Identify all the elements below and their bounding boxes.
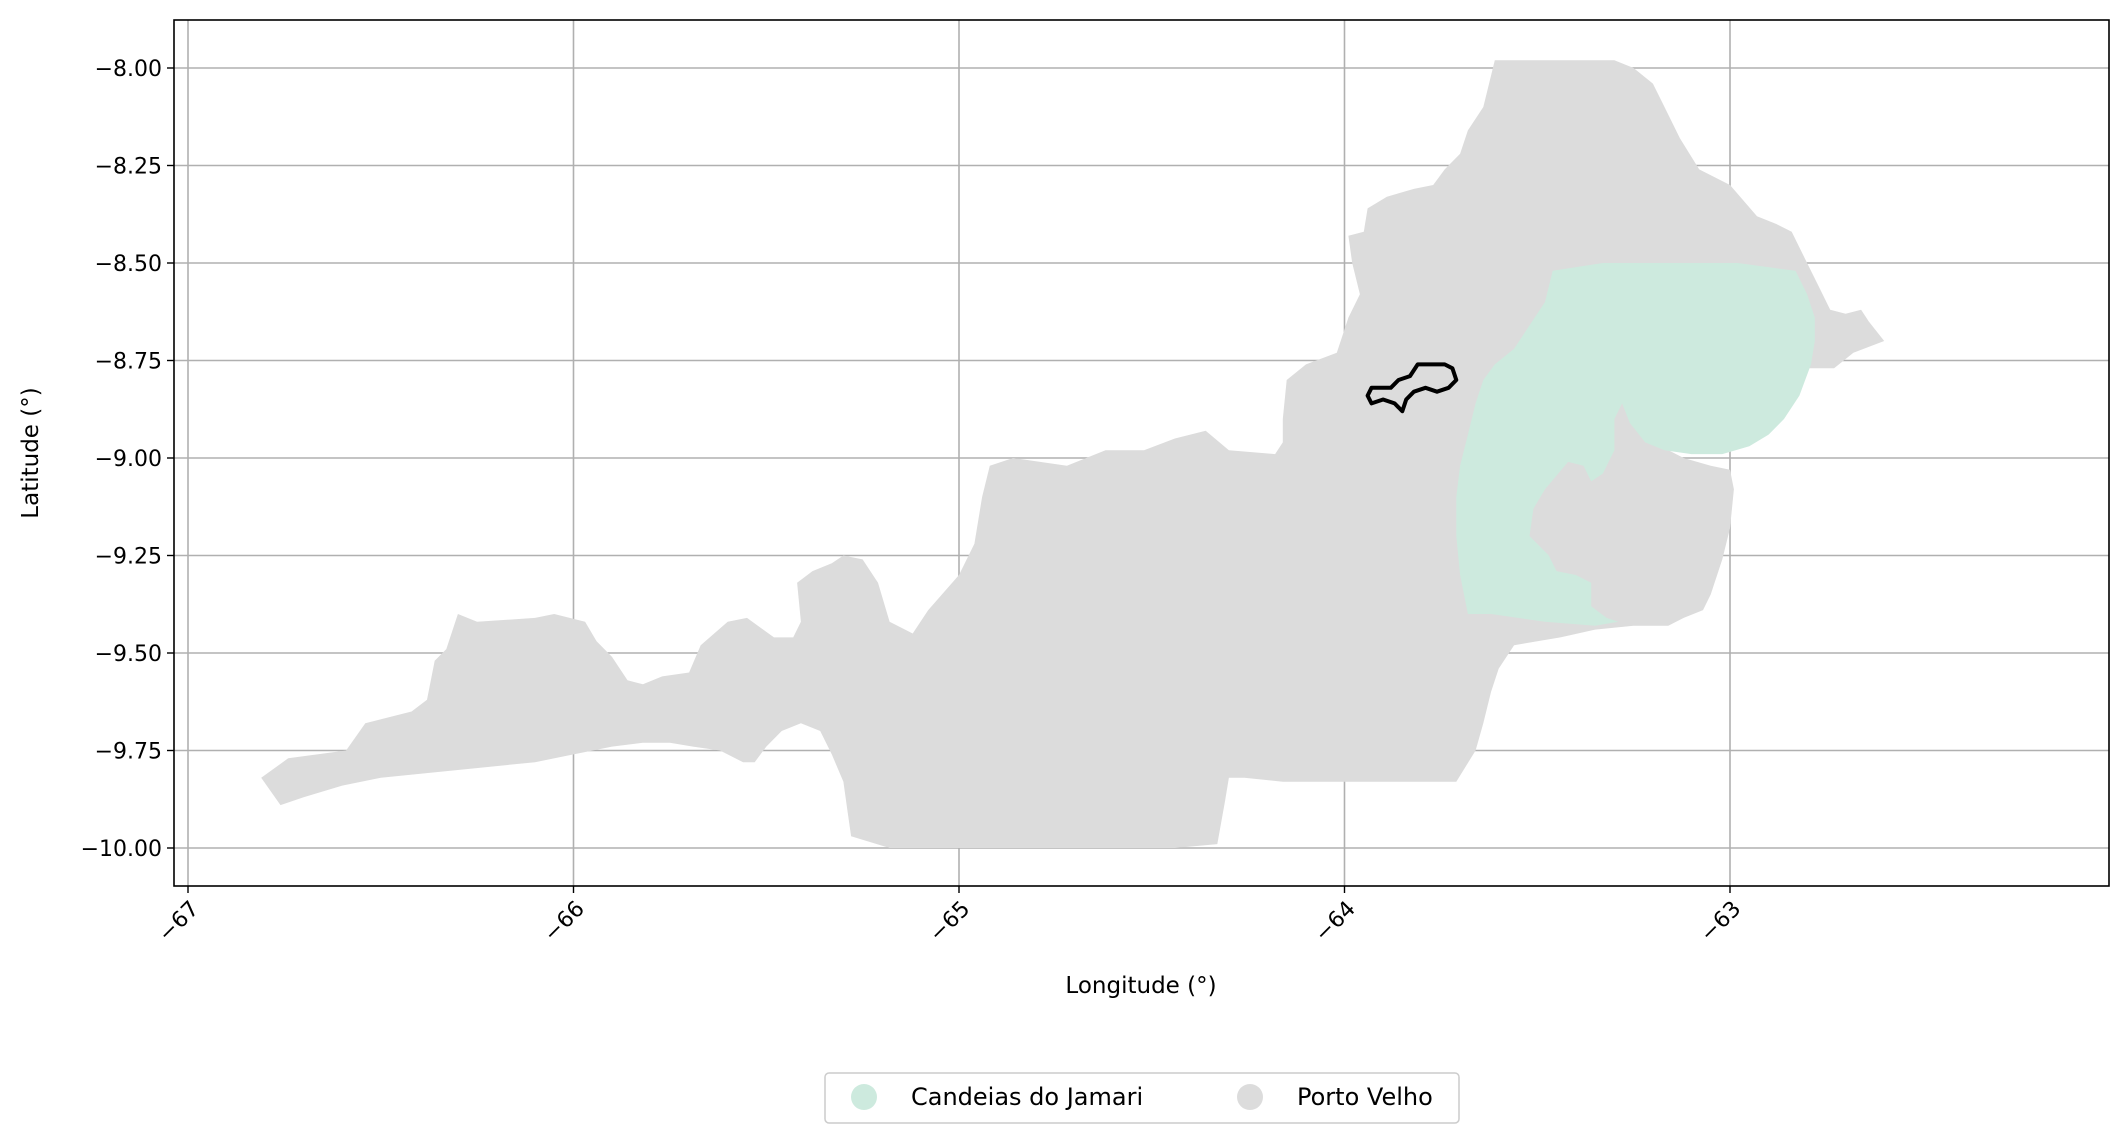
legend-label-candeias: Candeias do Jamari <box>911 1083 1143 1111</box>
y-tick-label-5: −9.25 <box>95 545 162 570</box>
plot-frame <box>173 19 2110 887</box>
legend-swatch-candeias <box>851 1084 877 1110</box>
y-axis-label: Latitude (°) <box>18 387 44 518</box>
x-tick-label-3: −64 <box>1310 897 1361 948</box>
y-tick-label-7: −9.75 <box>95 740 162 765</box>
x-tick-label-0: −67 <box>154 897 205 948</box>
highlight-boundary <box>1365 362 1459 414</box>
x-tick-label-2: −65 <box>925 897 976 948</box>
y-tick-label-1: −8.25 <box>95 155 162 180</box>
x-tick-label-4: −63 <box>1696 897 1747 948</box>
legend: Candeias do Jamari Porto Velho <box>824 1072 1460 1124</box>
x-axis-label: Longitude (°) <box>1065 973 1216 999</box>
legend-label-porto-velho: Porto Velho <box>1297 1083 1433 1111</box>
region-candeias-do-jamari <box>1456 263 1815 626</box>
y-tick-label-6: −9.50 <box>95 642 162 667</box>
y-tick-label-2: −8.50 <box>95 252 162 277</box>
y-tick-label-8: −10.00 <box>81 837 162 862</box>
legend-swatch-porto-velho <box>1237 1084 1263 1110</box>
highlight-outline <box>1365 362 1459 414</box>
y-tick-label-4: −9.00 <box>95 447 162 472</box>
y-tick-label-0: −8.00 <box>95 57 162 82</box>
y-tick-label-3: −8.75 <box>95 350 162 375</box>
legend-box <box>824 1072 1460 1124</box>
region-polygons <box>261 60 1885 848</box>
region-porto-velho <box>261 60 1885 848</box>
x-tick-label-1: −66 <box>539 897 590 948</box>
